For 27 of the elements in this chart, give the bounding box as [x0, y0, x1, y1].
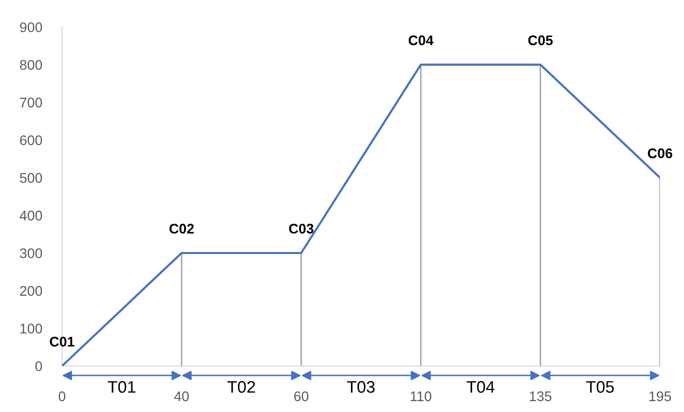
- y-tick-label: 0: [35, 361, 42, 372]
- text: T01: [108, 381, 136, 393]
- y-tick-label: 900: [20, 22, 42, 32]
- annotation: C02: [169, 224, 194, 234]
- x-tick-label: 40: [174, 391, 189, 402]
- y-tick-label: 400: [20, 210, 42, 221]
- annotation: C04: [408, 35, 434, 46]
- text: T05: [586, 381, 614, 393]
- x-tick-label: 110: [410, 391, 432, 402]
- x-tick-label: 0: [58, 391, 66, 402]
- y-tick-label: 600: [20, 135, 42, 146]
- x-tick-label: 195: [649, 391, 672, 402]
- text: T03: [347, 381, 375, 393]
- text: T04: [466, 381, 494, 393]
- annotation: C06: [648, 148, 672, 158]
- x-tick-label: 60: [294, 391, 308, 402]
- y-tick-label: 500: [20, 173, 42, 183]
- annotation: C05: [528, 35, 553, 46]
- y-tick-label: 200: [20, 286, 42, 296]
- y-tick-label: 800: [20, 60, 42, 70]
- text: T02: [227, 381, 255, 393]
- y-tick-label: 700: [20, 98, 42, 108]
- x-tick-label: 135: [530, 391, 552, 402]
- annotation: C01: [50, 336, 74, 347]
- y-tick-label: 300: [20, 248, 42, 258]
- y-tick-label: 100: [20, 324, 42, 334]
- annotation: C03: [289, 224, 314, 234]
